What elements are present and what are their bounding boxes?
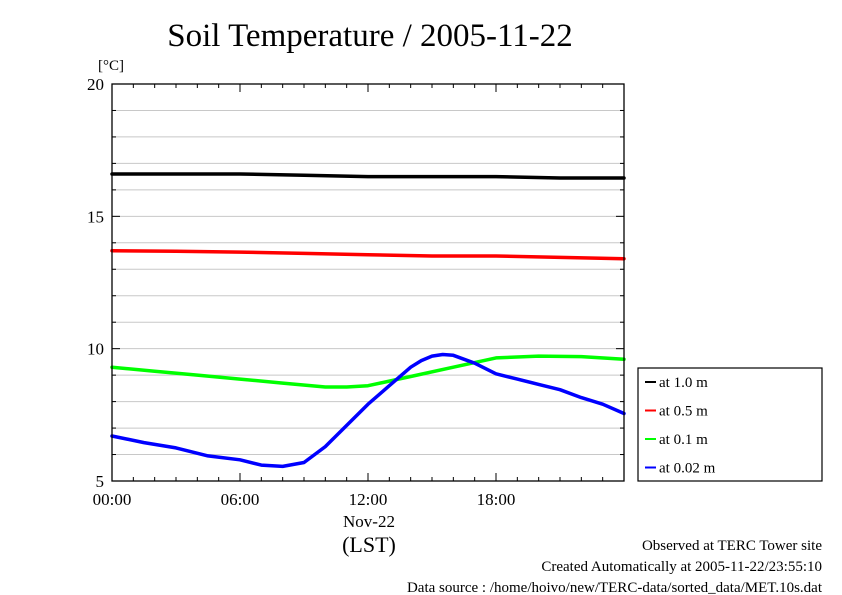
legend-label: at 0.1 m bbox=[659, 432, 708, 448]
legend-label: at 1.0 m bbox=[659, 375, 708, 391]
footer-observed: Observed at TERC Tower site bbox=[642, 538, 822, 554]
y-axis: 5 10 15 20 bbox=[87, 75, 624, 491]
x-tick-label: 06:00 bbox=[221, 490, 260, 509]
series-lines bbox=[110, 172, 626, 469]
x-date-label: Nov-22 bbox=[343, 512, 395, 531]
series-line bbox=[110, 352, 626, 469]
x-tick-label: 12:00 bbox=[349, 490, 388, 509]
legend-label: at 0.5 m bbox=[659, 404, 708, 420]
plot-frame bbox=[111, 83, 625, 482]
y-axis-unit: [°C] bbox=[98, 58, 124, 74]
chart-title: Soil Temperature / 2005-11-22 bbox=[167, 18, 573, 54]
footer-created: Created Automatically at 2005-11-22/23:5… bbox=[541, 559, 822, 575]
series-line bbox=[110, 354, 626, 389]
legend: at 1.0 m at 0.5 m at 0.1 m at 0.02 m bbox=[637, 367, 823, 482]
grid-lines bbox=[112, 109, 624, 456]
y-tick-label: 15 bbox=[87, 207, 104, 226]
series-line bbox=[110, 172, 626, 180]
series-line bbox=[110, 248, 626, 261]
footer-source: Data source : /home/hoivo/new/TERC-data/… bbox=[407, 580, 823, 595]
y-tick-label: 5 bbox=[96, 472, 105, 491]
x-tick-label: 00:00 bbox=[93, 490, 132, 509]
legend-box bbox=[637, 367, 823, 482]
legend-label: at 0.02 m bbox=[659, 461, 716, 477]
y-tick-label: 10 bbox=[87, 340, 104, 359]
x-tick-label: 18:00 bbox=[477, 490, 516, 509]
x-axis: 00:00 06:00 12:00 18:00 bbox=[93, 84, 625, 509]
x-axis-label: (LST) bbox=[342, 532, 396, 557]
y-tick-label: 20 bbox=[87, 75, 104, 94]
